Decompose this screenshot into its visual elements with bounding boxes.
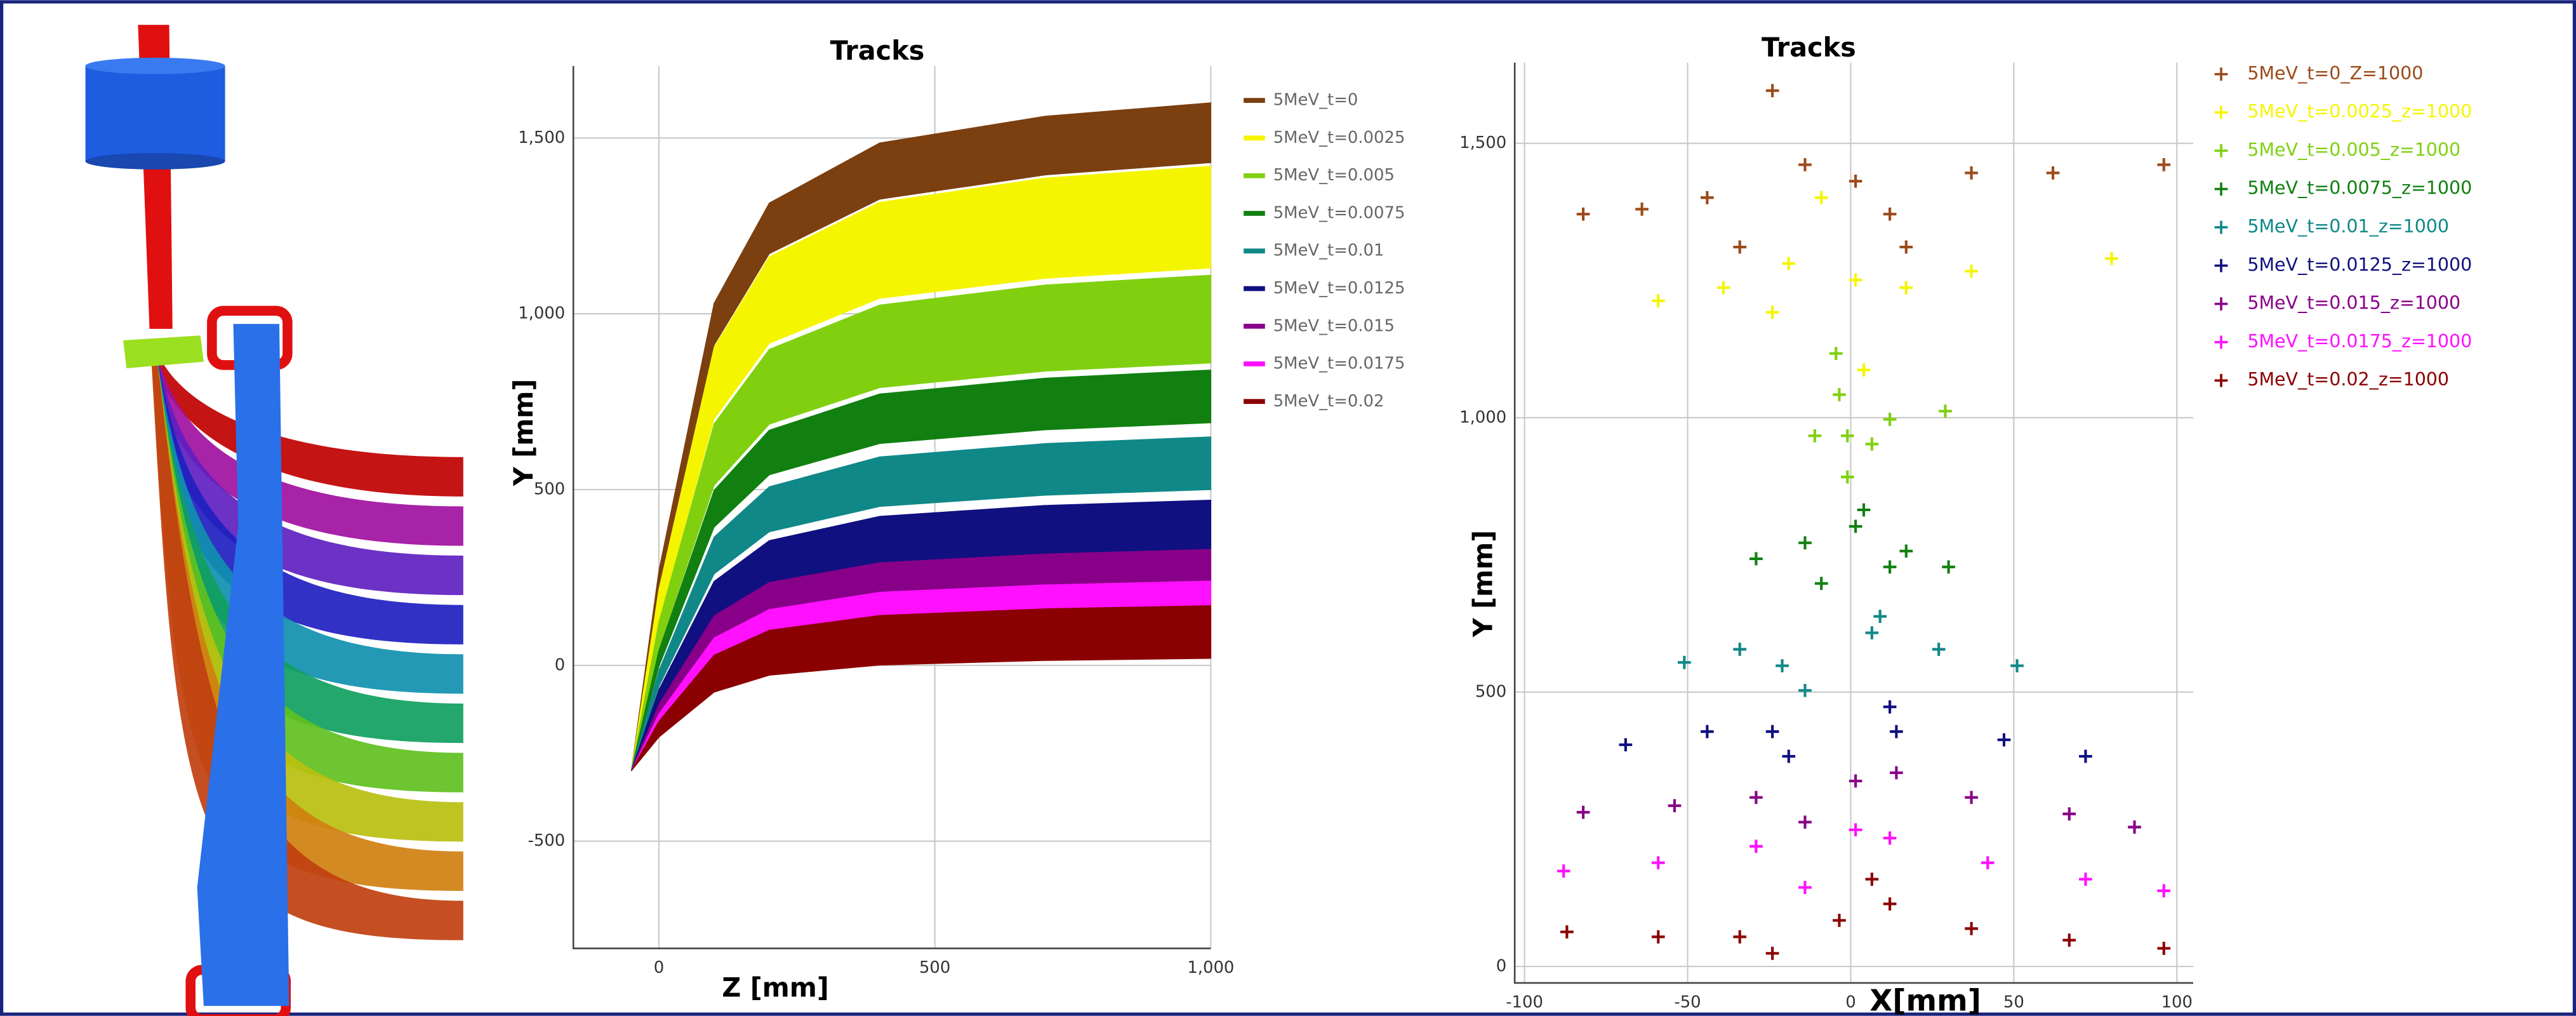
y-axis-title: Y [mm]: [1468, 530, 1499, 638]
x-tick-label: 0: [1845, 993, 1856, 1012]
x-axis-title: Z [mm]: [722, 972, 829, 1003]
y-tick-label: 1,500: [1459, 133, 1506, 152]
y-axis-title: Y [mm]: [508, 379, 539, 486]
legend-label: 5MeV_t=0.02: [1273, 392, 1384, 411]
x-axis-title: X[mm]: [1869, 983, 1981, 1016]
page: {"chart_data": [ {"type": "band", "title…: [0, 0, 2576, 1016]
x-tick-label: 50: [2003, 993, 2024, 1012]
x-tick-label: -50: [1674, 993, 1701, 1012]
y-tick-label: 1,500: [518, 128, 565, 147]
x-tick-label: 100: [2161, 993, 2193, 1012]
legend-label: 5MeV_t=0.02_z=1000: [2247, 369, 2449, 390]
legend-label: 5MeV_t=0.0075: [1273, 203, 1405, 222]
legend-label: 5MeV_t=0.0125_z=1000: [2247, 254, 2472, 275]
legend-label: 5MeV_t=0.005: [1273, 166, 1395, 185]
figure: -50005001,0001,50005001,0005MeV_t=05MeV_…: [0, 0, 2576, 1016]
legend-label: 5MeV_t=0.0075_z=1000: [2247, 178, 2472, 199]
legend-label: 5MeV_t=0.0175: [1273, 354, 1405, 373]
x-tick-label: 1,000: [1187, 958, 1234, 977]
legend-label: 5MeV_t=0.015: [1273, 316, 1395, 335]
legend-label: 5MeV_t=0_Z=1000: [2247, 63, 2423, 84]
legend-label: 5MeV_t=0.0125: [1273, 279, 1405, 298]
x-tick-label: 0: [654, 958, 664, 977]
y-tick-label: -500: [528, 831, 566, 850]
cylinder-bottom: [86, 153, 225, 170]
y-tick-label: 500: [1475, 682, 1506, 701]
x-tick-label: 500: [919, 958, 950, 977]
cylinder-top: [86, 58, 225, 74]
chart-title: Tracks: [1762, 32, 1856, 63]
legend-label: 5MeV_t=0.0025: [1273, 128, 1405, 147]
legend-label: 5MeV_t=0: [1273, 91, 1358, 110]
cylinder: [86, 66, 225, 161]
legend-label: 5MeV_t=0.01_z=1000: [2247, 216, 2449, 237]
legend-label: 5MeV_t=0.01: [1273, 241, 1384, 260]
x-tick-label: -100: [1506, 993, 1543, 1012]
y-tick-label: 0: [555, 655, 565, 674]
legend-label: 5MeV_t=0.0025_z=1000: [2247, 101, 2472, 122]
legend-label: 5MeV_t=0.015_z=1000: [2247, 293, 2460, 314]
y-tick-label: 1,000: [518, 304, 565, 323]
chart-title: Tracks: [830, 36, 925, 66]
legend-label: 5MeV_t=0.0175_z=1000: [2247, 331, 2472, 352]
plot-area: [1515, 63, 2193, 983]
y-tick-label: 0: [1496, 957, 1506, 976]
y-tick-label: 1,000: [1459, 408, 1506, 427]
legend-label: 5MeV_t=0.005_z=1000: [2247, 139, 2460, 160]
